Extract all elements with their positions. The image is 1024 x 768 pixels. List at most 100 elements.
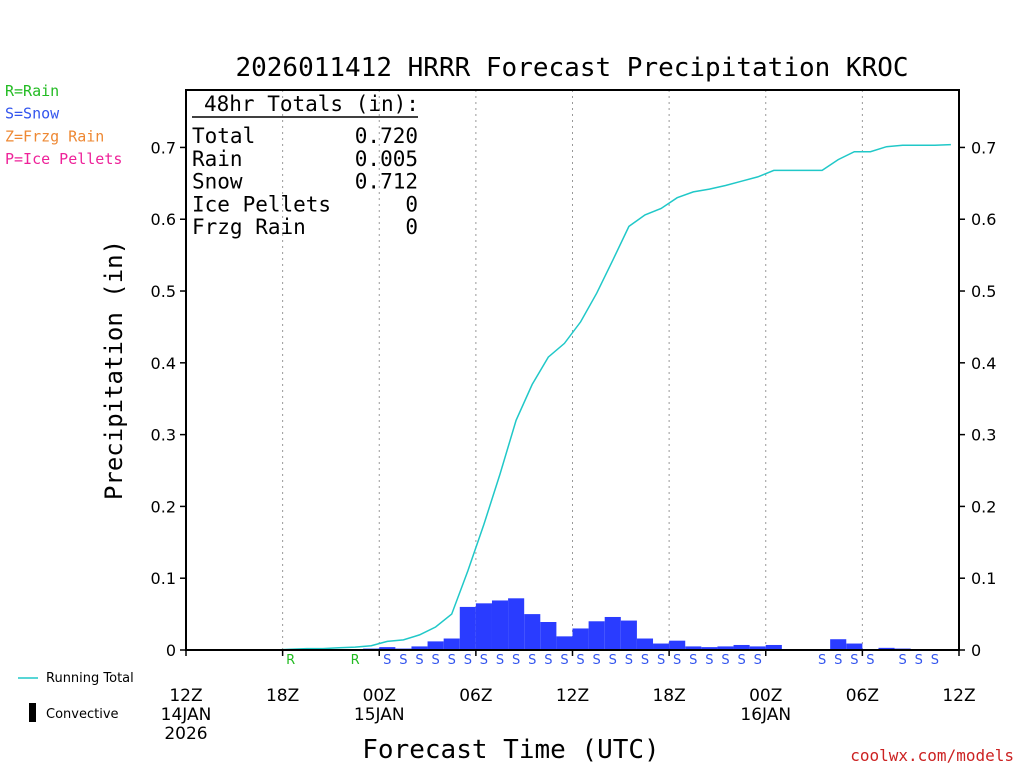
precip-type-marker: S	[850, 653, 858, 668]
x-tick-label: 06Z	[459, 686, 492, 706]
precip-type-marker: S	[399, 653, 407, 668]
footer-source: coolwx.com/models	[850, 746, 1014, 765]
x-tick-label: 18Z	[652, 686, 685, 706]
y-tick-label-left: 0	[166, 641, 176, 660]
legend-snow: S=Snow	[5, 105, 60, 123]
x-tick-date-label: 16JAN	[740, 705, 791, 725]
x-tick-label: 12Z	[556, 686, 589, 706]
precip-type-marker: S	[480, 653, 488, 668]
precip-type-marker: R	[286, 653, 295, 668]
y-tick-label-left: 0.2	[151, 497, 176, 516]
legend-rain: R=Rain	[5, 82, 59, 100]
totals-row-label: Snow	[192, 170, 243, 194]
precip-type-marker: S	[415, 653, 423, 668]
precip-bar	[604, 616, 621, 650]
y-tick-label-left: 0.3	[151, 426, 176, 445]
precip-type-marker: S	[818, 653, 826, 668]
precip-bar	[717, 646, 734, 650]
chart-title: 2026011412 HRRR Forecast Precipitation K…	[235, 53, 908, 83]
precip-bar	[475, 603, 492, 650]
totals-row-value: 0.712	[355, 170, 418, 194]
precip-bar	[524, 614, 541, 650]
y-tick-label-right: 0.1	[971, 569, 996, 588]
totals-row-value: 0	[405, 192, 418, 216]
precip-type-marker: S	[512, 653, 520, 668]
y-tick-label-right: 0.2	[971, 497, 996, 516]
precip-type-marker: S	[448, 653, 456, 668]
precip-type-marker: S	[383, 653, 391, 668]
precip-type-marker: S	[899, 653, 907, 668]
totals-header: 48hr Totals (in):	[204, 92, 419, 116]
precip-bar	[620, 620, 637, 650]
x-tick-date-label: 14JAN	[161, 705, 212, 725]
hourly-precip-bars	[282, 598, 911, 650]
precip-bar	[733, 644, 750, 650]
precip-bar	[459, 606, 476, 650]
precip-bar	[653, 643, 670, 650]
precip-type-marker: S	[528, 653, 536, 668]
precip-bar	[540, 622, 557, 650]
legend-frzg-rain: Z=Frzg Rain	[5, 127, 104, 145]
precip-bar	[636, 638, 654, 650]
precip-bar	[572, 628, 589, 650]
x-tick-date-label: 15JAN	[354, 705, 405, 725]
precip-bar	[443, 638, 460, 650]
y-tick-label-left: 0.4	[151, 354, 176, 373]
totals-row-label: Rain	[192, 147, 243, 171]
x-tick-label: 06Z	[846, 686, 879, 706]
y-tick-label-right: 0.3	[971, 426, 996, 445]
precip-type-marker: S	[544, 653, 552, 668]
precip-type-marker: R	[351, 653, 360, 668]
precip-type-marker: S	[593, 653, 601, 668]
y-tick-label-right: 0.4	[971, 354, 996, 373]
y-tick-label-right: 0.7	[971, 138, 996, 157]
precip-type-marker: S	[834, 653, 842, 668]
y-axis-ticks: 0 00.1 0.10.2 0.20.3 0.30.4 0.40.5 0.50.6 0.60.…	[151, 138, 997, 660]
totals-row-label: Total	[192, 124, 255, 148]
precip-type-legend: R=Rain S=Snow Z=Frzg Rain P=Ice Pellets	[5, 82, 122, 168]
y-tick-label-right: 0	[971, 641, 981, 660]
precip-type-marker: S	[866, 653, 874, 668]
precip-bar	[701, 647, 718, 650]
precip-type-marker: S	[641, 653, 649, 668]
precip-bar	[830, 639, 847, 650]
precip-type-marker: S	[737, 653, 745, 668]
precip-type-marker: S	[625, 653, 633, 668]
precip-type-marker: S	[576, 653, 584, 668]
x-tick-date-label: 2026	[164, 724, 207, 744]
x-tick-label: 00Z	[363, 686, 396, 706]
precip-bar	[379, 647, 396, 650]
precip-bar	[749, 646, 766, 650]
precip-type-marker: S	[431, 653, 439, 668]
y-tick-label-left: 0.1	[151, 569, 176, 588]
running-total-legend-label: Running Total	[46, 671, 134, 686]
convective-legend-swatch	[29, 703, 36, 722]
legend-ice-pellets: P=Ice Pellets	[5, 150, 122, 168]
precip-bar	[685, 646, 702, 650]
totals-row-value: 0.005	[355, 147, 418, 171]
x-tick-label: 18Z	[266, 686, 299, 706]
y-tick-label-left: 0.5	[151, 282, 176, 301]
precip-type-marker: S	[689, 653, 697, 668]
y-tick-label-right: 0.5	[971, 282, 996, 301]
totals-row-label: Frzg Rain	[192, 215, 306, 239]
y-tick-label-left: 0.6	[151, 210, 176, 229]
totals-box: 48hr Totals (in): Total 0.720 Rain 0.005 Sno…	[192, 92, 419, 239]
precip-bar	[765, 644, 782, 650]
y-tick-label-right: 0.6	[971, 210, 996, 229]
x-axis-label: Forecast Time (UTC)	[362, 735, 659, 765]
convective-legend-label: Convective	[46, 707, 119, 722]
totals-row-label: Ice Pellets	[192, 192, 331, 216]
precip-type-marker: S	[721, 653, 729, 668]
precip-bar	[508, 598, 525, 650]
totals-row-value: 0	[405, 215, 418, 239]
precip-type-marker: S	[657, 653, 665, 668]
precip-type-marker: S	[609, 653, 617, 668]
precip-type-marker: S	[931, 653, 939, 668]
running-total-line	[194, 143, 951, 651]
precip-bar	[588, 621, 605, 650]
precip-bar	[427, 641, 444, 650]
x-tick-label: 12Z	[169, 686, 202, 706]
